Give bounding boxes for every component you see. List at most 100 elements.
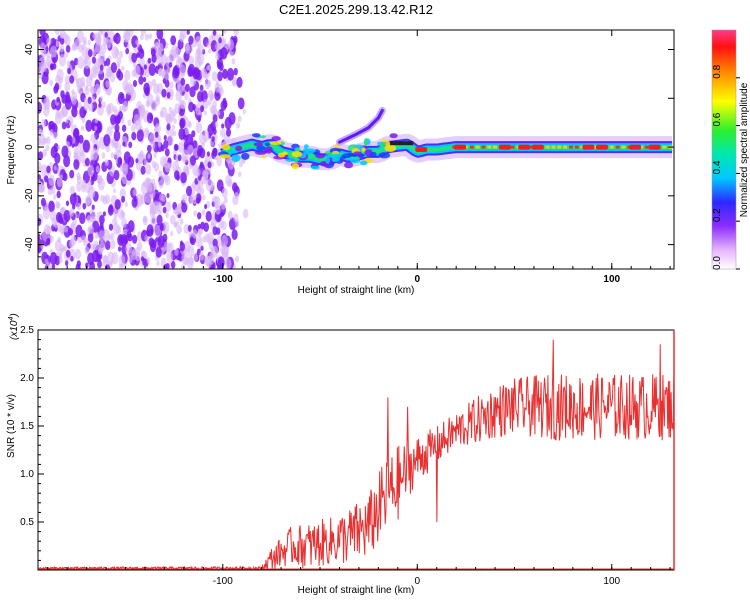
noise-blob xyxy=(38,166,41,173)
noise-blob xyxy=(138,75,144,85)
noise-blob xyxy=(116,56,122,66)
noise-blob xyxy=(46,136,51,145)
noise-blob xyxy=(54,82,60,91)
noise-blob xyxy=(69,121,73,128)
noise-blob xyxy=(50,186,56,195)
noise-blob xyxy=(166,123,171,131)
noise-blob xyxy=(49,161,53,168)
noise-blob xyxy=(49,79,54,87)
ridge-peak xyxy=(498,144,511,150)
noise-blob xyxy=(212,238,218,248)
noise-blob xyxy=(208,48,212,54)
noise-blob xyxy=(69,169,75,179)
noise-blob xyxy=(181,202,188,213)
noise-blob xyxy=(87,186,96,199)
noise-blob xyxy=(58,54,66,67)
noise-blob xyxy=(189,86,196,98)
ridge-blob xyxy=(264,142,271,147)
noise-blob xyxy=(39,185,45,193)
ridge-core-segment xyxy=(557,145,562,149)
noise-blob xyxy=(156,30,164,40)
ridge-blob xyxy=(310,165,320,170)
noise-blob xyxy=(70,235,77,246)
noise-blob xyxy=(213,148,218,154)
noise-blob xyxy=(147,144,152,153)
noise-blob xyxy=(38,151,44,161)
y-tick-label: 0 xyxy=(24,144,35,150)
noise-blob xyxy=(173,117,177,124)
noise-blob xyxy=(146,257,151,264)
ridge-blob xyxy=(251,133,261,138)
noise-blob xyxy=(216,156,222,167)
ridge-blob xyxy=(291,163,299,170)
noise-blob xyxy=(178,99,185,109)
noise-blob xyxy=(232,80,236,86)
noise-blob xyxy=(118,246,122,252)
svg-text:(x104): (x104) xyxy=(8,313,20,340)
noise-blob xyxy=(191,130,196,138)
noise-blob xyxy=(188,101,195,113)
noise-blob xyxy=(226,128,231,137)
noise-blob xyxy=(44,175,49,183)
noise-blob xyxy=(87,232,94,243)
x-tick-label: -100 xyxy=(213,274,233,285)
noise-blob xyxy=(89,261,95,269)
noise-blob xyxy=(82,139,91,153)
branch-core xyxy=(338,109,384,144)
noise-blob xyxy=(149,201,155,210)
noise-blob xyxy=(135,158,139,164)
noise-blob xyxy=(176,224,183,235)
noise-blob xyxy=(133,64,141,78)
noise-blob xyxy=(104,32,108,38)
noise-blob xyxy=(118,111,123,120)
noise-blob xyxy=(60,248,64,254)
noise-blob xyxy=(83,55,91,69)
noise-blob xyxy=(154,123,161,134)
noise-blob xyxy=(161,70,166,78)
noise-blob xyxy=(188,35,194,45)
snr-ticks: -100 0 100 0.5 1.0 1.5 2.0 2.5 xyxy=(20,325,671,587)
noise-blob xyxy=(87,96,92,105)
ridge-blob xyxy=(312,162,319,166)
noise-blob xyxy=(195,35,202,47)
noise-blob xyxy=(127,156,135,168)
noise-blob xyxy=(197,223,202,230)
noise-blob xyxy=(121,217,127,228)
noise-blob xyxy=(203,222,209,232)
noise-blob xyxy=(94,125,98,131)
noise-blob xyxy=(222,38,226,44)
noise-blob xyxy=(65,118,69,124)
noise-blob xyxy=(100,194,105,203)
noise-blob xyxy=(107,251,115,265)
noise-blob xyxy=(192,103,196,111)
ridge-blob xyxy=(303,144,309,149)
noise-blob xyxy=(188,55,195,66)
noise-blob xyxy=(167,134,174,146)
noise-blob xyxy=(125,47,130,55)
noise-blob xyxy=(202,130,210,142)
ridge-blob xyxy=(241,152,250,160)
noise-blob xyxy=(114,109,119,117)
y-tick-label: 20 xyxy=(24,92,35,104)
noise-blob xyxy=(168,242,174,253)
ridge-blob xyxy=(285,158,294,162)
noise-blob xyxy=(220,211,224,218)
noise-blob xyxy=(184,127,189,136)
noise-blob xyxy=(77,101,82,110)
noise-blob xyxy=(195,168,201,177)
noise-blob xyxy=(131,124,136,132)
noise-blob xyxy=(157,235,165,248)
noise-blob xyxy=(225,258,232,269)
noise-blob xyxy=(131,131,137,141)
ridge-blob xyxy=(325,157,331,164)
noise-blob xyxy=(159,223,164,231)
noise-blob xyxy=(104,194,111,204)
snr-exponent-label: (x104) xyxy=(8,313,20,340)
noise-blob xyxy=(180,240,183,246)
noise-blob xyxy=(234,219,240,228)
noise-blob xyxy=(121,65,125,72)
noise-blob xyxy=(164,162,171,173)
colorbar-label: Normalized spectral amplitude xyxy=(739,82,750,217)
noise-blob xyxy=(162,206,167,214)
noise-blob xyxy=(166,66,171,74)
